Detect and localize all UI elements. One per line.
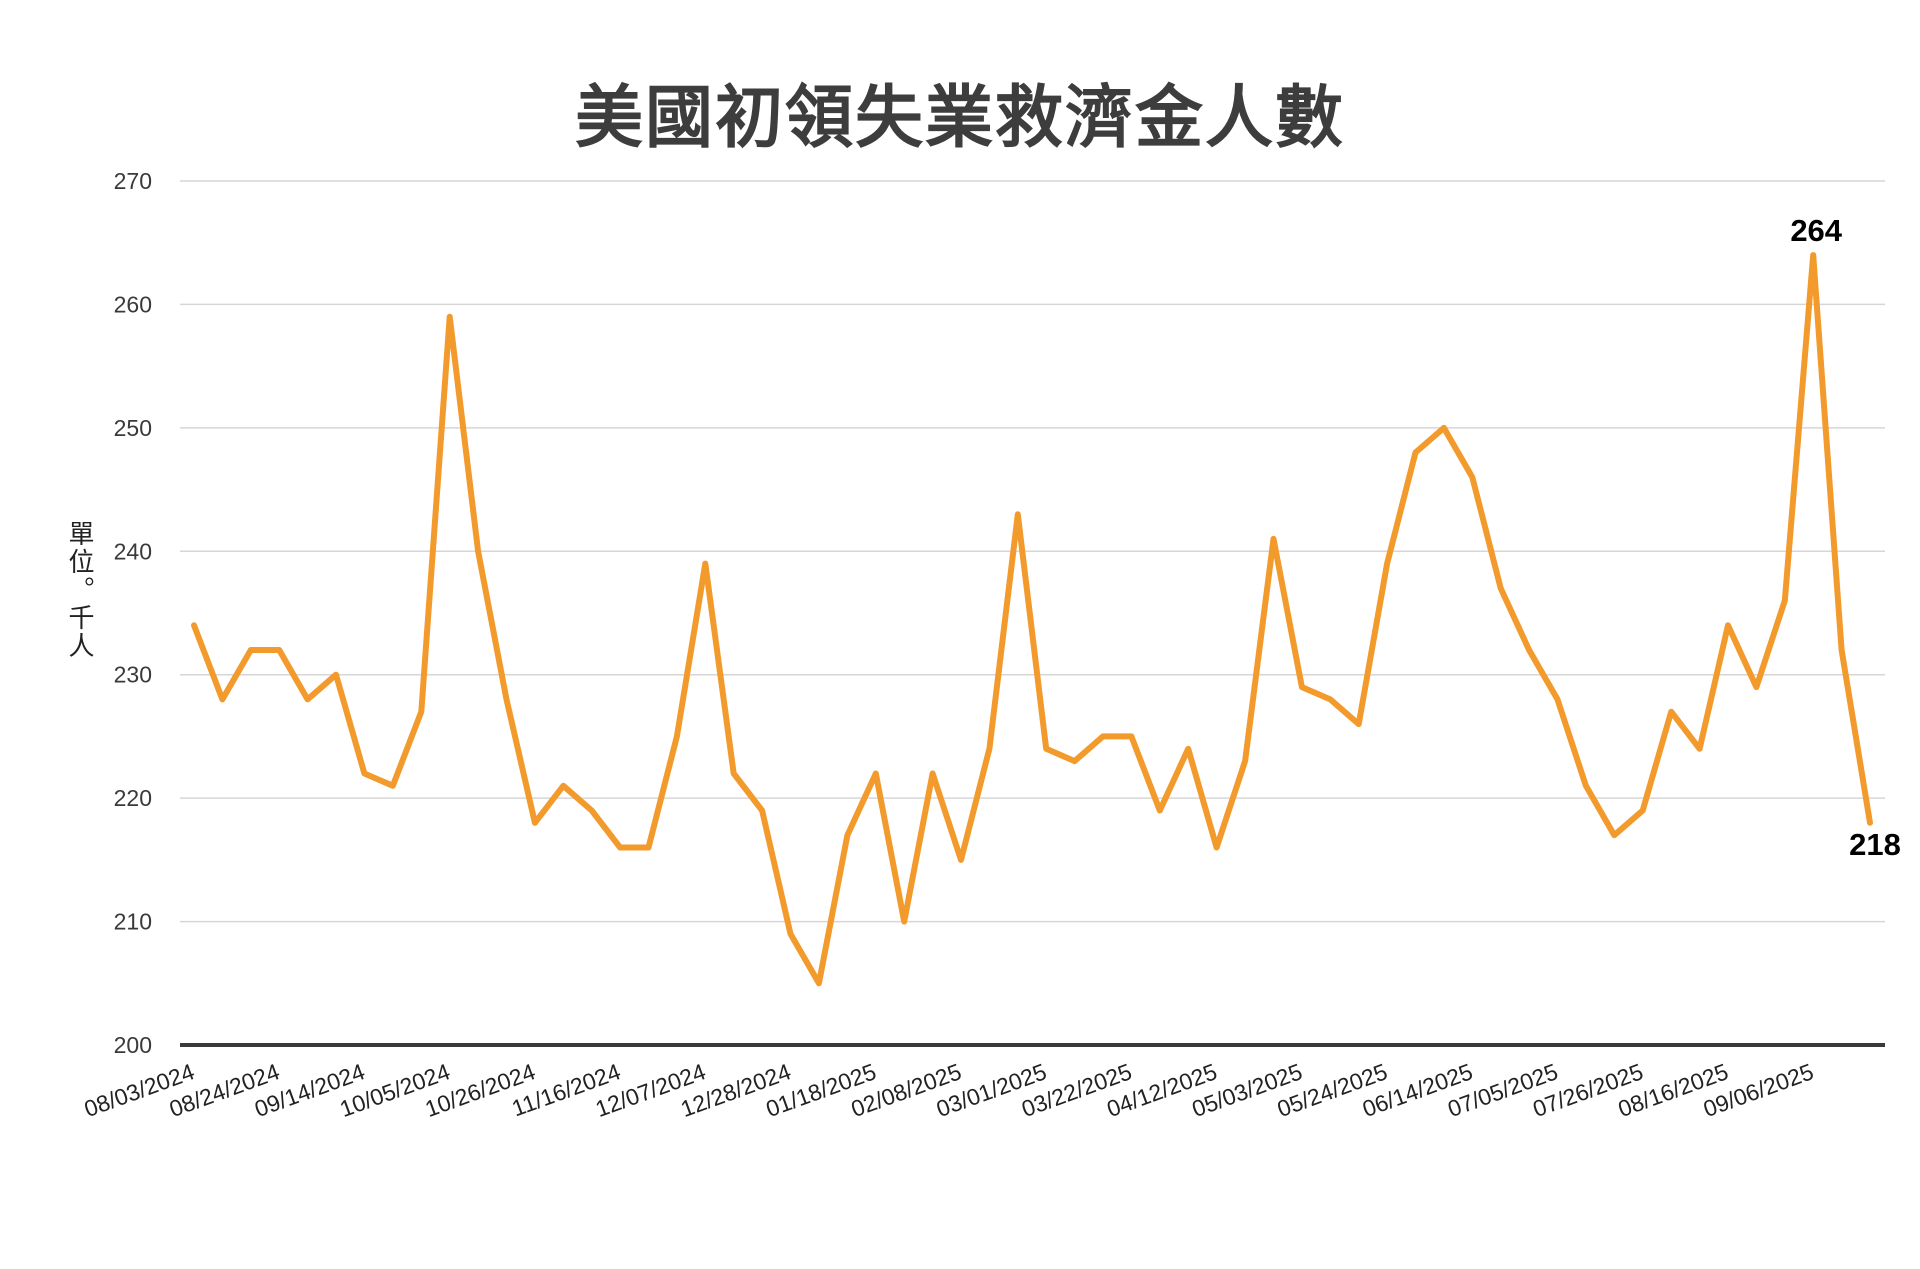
y-axis-ticks: 200 210 220 230 240 250 260 270 — [114, 168, 152, 1058]
y-tick-label-220: 220 — [114, 785, 152, 811]
y-tick-label-210: 210 — [114, 909, 152, 935]
y-tick-label-200: 200 — [114, 1032, 152, 1058]
data-label-218: 218 — [1849, 827, 1901, 862]
series-line — [191, 252, 1873, 987]
chart-title: 美國初領失業救濟金人數 — [574, 79, 1345, 158]
y-tick-label-240: 240 — [114, 538, 152, 564]
data-label-264: 264 — [1790, 213, 1842, 248]
y-tick-label-250: 250 — [114, 415, 152, 441]
x-axis-ticks: 08/03/202408/24/202409/14/202410/05/2024… — [81, 1058, 1817, 1122]
y-tick-label-260: 260 — [114, 291, 152, 317]
y-tick-label-230: 230 — [114, 662, 152, 688]
y-axis-label: 單位。千人 — [64, 520, 94, 660]
y-tick-label-270: 270 — [114, 168, 152, 194]
data-labels: 264 218 — [1790, 213, 1901, 862]
